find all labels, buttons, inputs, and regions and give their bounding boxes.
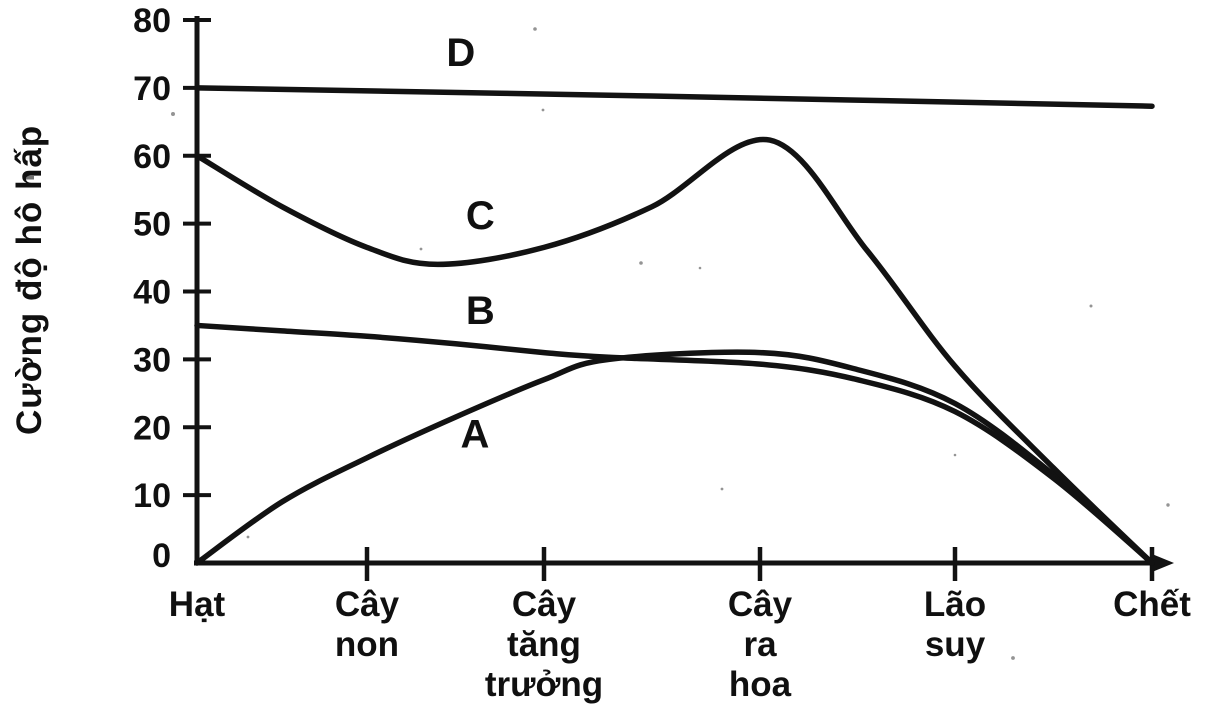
scan-speckle bbox=[639, 261, 643, 265]
scan-speckle bbox=[565, 639, 569, 643]
curve-label-C: C bbox=[466, 194, 495, 238]
y-tick-label: 20 bbox=[133, 409, 171, 447]
scan-speckle bbox=[698, 266, 702, 270]
scan-speckle bbox=[419, 247, 423, 251]
x-category-label: Chết bbox=[1113, 585, 1191, 624]
curve-D bbox=[194, 85, 1155, 109]
curve-label-D: D bbox=[446, 31, 475, 75]
y-tick-label: 0 bbox=[152, 537, 171, 575]
scan-speckle bbox=[533, 27, 537, 31]
scan-speckle bbox=[1011, 656, 1015, 660]
y-tick-label: 70 bbox=[133, 70, 171, 108]
x-category-label: Cây tăng trưởng bbox=[485, 585, 603, 704]
scan-speckle bbox=[1166, 503, 1170, 507]
scan-speckle bbox=[873, 258, 877, 262]
scan-speckle bbox=[24, 176, 34, 180]
curve-B bbox=[194, 322, 1155, 566]
y-tick-label: 40 bbox=[133, 274, 171, 312]
scan-speckle bbox=[1089, 304, 1093, 308]
x-category-label: Lão suy bbox=[924, 585, 986, 664]
curve-label-A: A bbox=[461, 412, 490, 456]
scan-speckle bbox=[541, 108, 545, 112]
curve-C bbox=[194, 136, 1155, 566]
y-tick-label: 60 bbox=[133, 138, 171, 176]
curve-label-B: B bbox=[466, 289, 495, 333]
x-axis-arrowhead-icon bbox=[1152, 554, 1174, 572]
scan-speckle bbox=[720, 487, 724, 491]
y-tick-label: 10 bbox=[133, 477, 171, 515]
y-tick-label: 80 bbox=[133, 2, 171, 40]
y-tick-label: 30 bbox=[133, 341, 171, 379]
x-category-label: Cây non bbox=[335, 585, 400, 664]
x-category-label: Cây ra hoa bbox=[728, 585, 793, 704]
y-axis-title: Cường độ hô hấp bbox=[10, 124, 49, 436]
curve-A bbox=[194, 349, 1155, 566]
y-tick-label: 50 bbox=[133, 206, 171, 244]
scan-speckle bbox=[246, 535, 250, 539]
x-category-label: Hạt bbox=[169, 585, 226, 624]
scan-speckle bbox=[171, 112, 175, 116]
scan-speckle bbox=[953, 453, 957, 457]
